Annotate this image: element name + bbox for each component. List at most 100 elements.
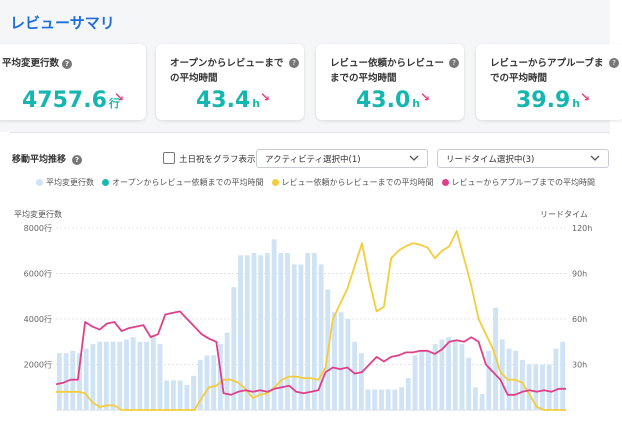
bar[interactable] <box>177 380 183 410</box>
bar[interactable] <box>352 341 358 410</box>
bar[interactable] <box>305 253 311 410</box>
bar[interactable] <box>540 364 545 411</box>
bar[interactable] <box>412 355 418 410</box>
legend-item-approve[interactable]: レビューからアプルーブまでの平均時間 <box>441 177 595 188</box>
legend-dot-icon <box>441 179 449 186</box>
bar[interactable] <box>184 384 190 410</box>
activity-select[interactable]: アクティビティ選択中(1) <box>256 149 428 168</box>
bar[interactable] <box>379 389 384 410</box>
bar[interactable] <box>90 344 96 410</box>
leadtime-select-value: リードタイム選択中(3) <box>446 155 535 165</box>
section-title: 移動平均推移? <box>12 152 83 165</box>
bar[interactable] <box>97 341 103 410</box>
bar[interactable] <box>358 353 364 410</box>
line-review-to-approve[interactable] <box>55 310 566 396</box>
legend-item-lines[interactable]: 平均変更行数 <box>36 177 94 188</box>
bar[interactable] <box>432 344 438 410</box>
bar[interactable] <box>372 389 378 410</box>
bar[interactable] <box>452 339 458 410</box>
bar[interactable] <box>271 239 277 410</box>
bar[interactable] <box>466 357 472 410</box>
bar[interactable] <box>197 359 203 410</box>
bar[interactable] <box>103 341 109 410</box>
help-icon[interactable]: ? <box>72 154 83 165</box>
bar[interactable] <box>392 389 398 410</box>
y-left-tick: 4000行 <box>24 314 52 324</box>
chart-legend: 平均変更行数 オープンからレビュー依頼までの平均時間 レビュー依頼からレビューま… <box>36 177 616 188</box>
bar[interactable] <box>110 341 116 410</box>
leadtime-select[interactable]: リードタイム選択中(3) <box>437 149 609 168</box>
bar[interactable] <box>164 380 170 410</box>
bar[interactable] <box>211 355 217 410</box>
bar[interactable] <box>204 355 210 410</box>
bar[interactable] <box>137 341 143 410</box>
bar[interactable] <box>459 344 465 410</box>
y-left-tick: 8000行 <box>24 223 52 233</box>
bar[interactable] <box>124 339 129 410</box>
y-left-title: 平均変更行数 <box>14 210 62 219</box>
bar[interactable] <box>345 319 351 410</box>
bar[interactable] <box>244 255 250 410</box>
bar[interactable] <box>426 350 431 410</box>
bar[interactable] <box>519 359 525 410</box>
bar[interactable] <box>439 339 445 410</box>
metric-card-review-to-approve: レビューからアプルーブまでの平均時間 ? 39.9 h ↘ <box>476 44 622 120</box>
bar[interactable] <box>117 341 123 410</box>
bar[interactable] <box>405 378 411 410</box>
bar[interactable] <box>278 253 284 410</box>
weekend-checkbox-label[interactable]: 土日祝をグラフ表示 <box>179 155 256 165</box>
help-icon[interactable]: ? <box>289 58 299 68</box>
bar[interactable] <box>526 364 532 411</box>
bar[interactable] <box>157 344 163 410</box>
bar[interactable] <box>365 389 371 410</box>
bar[interactable] <box>150 334 156 410</box>
bar[interactable] <box>472 387 478 410</box>
bar[interactable] <box>546 364 552 411</box>
y-right-tick: 60h <box>572 315 587 324</box>
bar[interactable] <box>553 348 559 410</box>
bar[interactable] <box>298 264 304 410</box>
bar[interactable] <box>486 350 492 410</box>
bar[interactable] <box>338 312 344 410</box>
metric-value: 43.0 h <box>356 88 421 113</box>
bar[interactable] <box>130 337 136 410</box>
bar[interactable] <box>560 341 566 410</box>
help-icon[interactable]: ? <box>62 58 73 69</box>
bar[interactable] <box>83 348 89 410</box>
bar[interactable] <box>171 380 176 410</box>
legend-dot-icon <box>102 179 109 186</box>
legend-item-request[interactable]: レビュー依頼からレビューまでの平均時間 <box>271 177 434 188</box>
bar[interactable] <box>479 394 485 410</box>
bar[interactable] <box>238 255 243 410</box>
bar[interactable] <box>399 387 405 410</box>
bar[interactable] <box>231 287 237 410</box>
bar[interactable] <box>285 253 290 410</box>
trend-chart: 2000行 30h 4000行 60h 6000行 90h 8000行 120h <box>24 223 592 411</box>
help-icon[interactable]: ? <box>449 58 459 68</box>
bar[interactable] <box>251 253 257 410</box>
y-right-tick: 90h <box>572 270 587 279</box>
bar[interactable] <box>224 332 230 410</box>
metric-value: 39.9 h <box>516 88 581 113</box>
bar[interactable] <box>77 353 82 410</box>
bar[interactable] <box>264 253 270 410</box>
bar[interactable] <box>311 253 317 410</box>
help-icon[interactable]: ? <box>609 58 619 68</box>
card-label: レビュー依頼からレビューまでの平均時間 <box>330 58 445 84</box>
bar[interactable] <box>533 364 539 411</box>
bar[interactable] <box>144 341 150 410</box>
bar[interactable] <box>291 264 297 410</box>
bar[interactable] <box>318 264 324 410</box>
bar[interactable] <box>332 312 337 410</box>
trend-down-icon: ↘ <box>580 90 591 104</box>
bar[interactable] <box>385 389 391 410</box>
bar[interactable] <box>56 353 62 410</box>
line-request-to-review[interactable] <box>56 230 566 411</box>
metric-card-avg-lines: 平均変更行数? 4757.6 行 ↘ <box>0 44 146 120</box>
bar[interactable] <box>191 375 196 410</box>
bar[interactable] <box>258 255 264 410</box>
weekend-checkbox[interactable] <box>163 152 175 164</box>
legend-item-open[interactable]: オープンからレビュー依頼までの平均時間 <box>102 177 264 188</box>
bar[interactable] <box>446 337 451 410</box>
bar[interactable] <box>419 350 425 410</box>
